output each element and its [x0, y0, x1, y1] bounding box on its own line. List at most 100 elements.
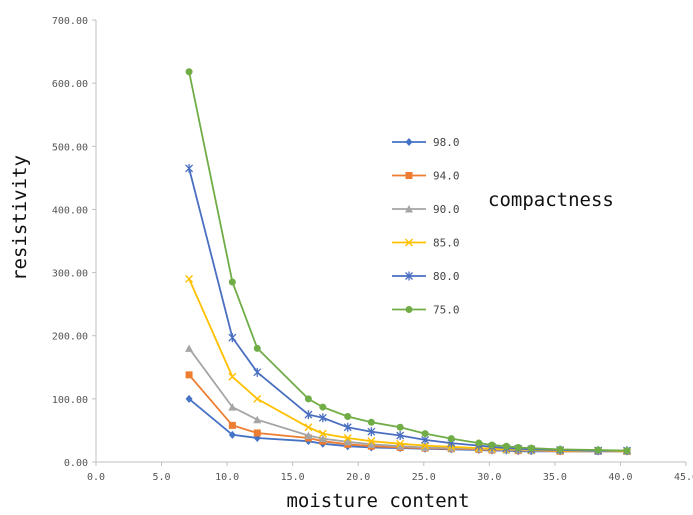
- legend-item-90-0-marker: [405, 205, 413, 213]
- legend-item-94-0-label: 94.0: [433, 170, 460, 183]
- series-90-0-point: [421, 443, 430, 451]
- legend-item-94-0-marker: [405, 172, 413, 179]
- series-85-0-point: [228, 372, 237, 381]
- legend-item-85-0-marker: [405, 238, 413, 247]
- series-85-0-point: [367, 437, 376, 446]
- series-75-0-point: [319, 403, 327, 411]
- y-tick-label: 300.00: [52, 269, 88, 280]
- series-75-0-point: [367, 418, 375, 426]
- y-tick-label: 500.00: [52, 142, 88, 153]
- series-85-0-point: [185, 274, 194, 283]
- series-85-0-point: [253, 394, 262, 403]
- compactness-annotation: compactness: [488, 189, 614, 211]
- x-tick-label: 5.0: [153, 472, 171, 483]
- series-75-0-point: [447, 435, 455, 443]
- series-80-0-point: [228, 333, 237, 343]
- series-group: [185, 68, 631, 456]
- legend-item-80-0-marker: [405, 271, 413, 281]
- series-80-0-point: [304, 410, 313, 420]
- series-98-0-point: [228, 430, 236, 439]
- series-90-0-point: [304, 431, 313, 439]
- series-75-0-point: [304, 395, 312, 403]
- series-85-0-point: [421, 441, 430, 450]
- series-80-0-point: [343, 422, 352, 432]
- series-94-0-point: [185, 371, 193, 379]
- series-85-0-line: [188, 278, 628, 453]
- legend-item-80-0: 80.0: [392, 270, 460, 283]
- legend-item-98-0: 98.0: [392, 136, 460, 149]
- series-75-0-point: [488, 441, 496, 449]
- legend: 98.0 94.0 90.0 85.0 80.0 75.0: [392, 136, 460, 317]
- series-85-0-point: [396, 439, 405, 448]
- chart-axes: [92, 19, 687, 466]
- legend-item-85-0: 85.0: [392, 237, 460, 250]
- legend-item-75-0: 75.0: [392, 304, 460, 317]
- x-tick-labels: 0.0 5.0 10.0 15.0 20.0 25.0 30.0 35.0 40.0 45.0: [87, 472, 693, 483]
- series-94-0-point: [253, 429, 261, 437]
- series-85-0-point: [304, 423, 313, 432]
- series-75-0-point: [228, 278, 236, 286]
- series-90-0-point: [396, 442, 405, 450]
- y-tick-label: 400.00: [52, 205, 88, 216]
- series-80-0-point: [396, 430, 405, 440]
- legend-item-75-0-marker: [405, 306, 413, 313]
- series-75-0-point: [396, 423, 404, 431]
- y-tick-label: 200.00: [52, 332, 88, 343]
- x-tick-label: 40.0: [608, 472, 632, 483]
- series-90-0-point: [343, 437, 352, 446]
- legend-item-80-0-label: 80.0: [433, 270, 460, 283]
- series-80-0-point: [253, 367, 262, 377]
- series-75-0-point: [185, 68, 193, 76]
- x-tick-label: 15.0: [281, 472, 305, 483]
- y-tick-labels: 0.00 100.00 200.00 300.00 400.00 500.00 600.00…: [52, 16, 88, 469]
- y-tick-label: 600.00: [52, 79, 88, 90]
- series-80-0-point: [185, 163, 194, 173]
- x-axis-title: moisture content: [286, 490, 469, 512]
- series-75-0-point: [556, 445, 564, 453]
- x-tick-label: 0.0: [87, 472, 105, 483]
- series-75-0-point: [594, 446, 602, 454]
- y-tick-label: 0.00: [64, 458, 88, 469]
- legend-item-85-0-label: 85.0: [433, 237, 460, 250]
- series-75-0-point: [514, 443, 522, 451]
- series-80-0-point: [318, 413, 327, 423]
- x-tick-label: 10.0: [215, 472, 239, 483]
- series-80-0-line: [188, 168, 627, 452]
- series-75-0: [185, 68, 631, 455]
- series-75-0-point: [502, 442, 510, 450]
- series-90-0-point: [185, 344, 194, 352]
- series-90-0-point: [253, 415, 262, 424]
- legend-item-98-0-label: 98.0: [433, 136, 460, 149]
- series-75-0-point: [344, 413, 352, 421]
- y-tick-label: 700.00: [52, 16, 88, 27]
- x-tick-label: 30.0: [477, 472, 501, 483]
- x-tick-label: 20.0: [346, 472, 370, 483]
- legend-item-98-0-marker: [405, 138, 413, 146]
- series-94-0-point: [228, 421, 236, 429]
- series-98-0-point: [185, 394, 193, 403]
- series-75-0-point: [253, 344, 261, 352]
- legend-item-94-0: 94.0: [392, 170, 460, 183]
- series-85-0-point: [343, 434, 352, 443]
- legend-item-90-0-label: 90.0: [433, 203, 460, 216]
- legend-item-75-0-label: 75.0: [433, 304, 460, 317]
- series-75-0-point: [623, 447, 631, 455]
- y-tick-label: 100.00: [52, 395, 88, 406]
- legend-item-90-0: 90.0: [392, 203, 460, 216]
- series-75-0-line: [188, 71, 628, 452]
- x-tick-label: 25.0: [412, 472, 436, 483]
- x-tick-label: 45.0: [674, 472, 693, 483]
- series-75-0-point: [527, 444, 535, 452]
- series-94-0-line: [188, 374, 627, 453]
- series-75-0-point: [475, 439, 483, 447]
- series-94-0: [185, 371, 631, 455]
- x-tick-label: 35.0: [543, 472, 567, 483]
- series-90-0-point: [318, 434, 327, 443]
- series-90-0-point: [228, 403, 237, 411]
- series-80-0-point: [367, 427, 376, 437]
- series-75-0-point: [421, 430, 429, 438]
- series-90-0-point: [367, 440, 376, 448]
- series-85-0-point: [318, 429, 327, 438]
- y-axis-title: resistivity: [9, 155, 31, 281]
